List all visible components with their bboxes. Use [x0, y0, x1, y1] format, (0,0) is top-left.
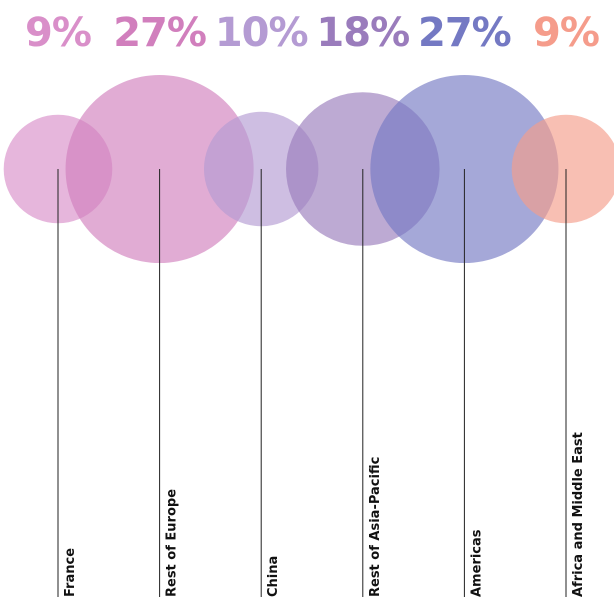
value-label: 9%	[25, 10, 91, 56]
category-label: China	[266, 556, 281, 597]
category-label: Americas	[469, 529, 484, 597]
value-label: 27%	[113, 10, 206, 56]
value-label: 9%	[533, 10, 599, 56]
category-label: Africa and Middle East	[571, 432, 586, 597]
value-label: 18%	[316, 10, 409, 56]
value-label: 27%	[418, 10, 511, 56]
bubble	[511, 114, 614, 224]
bubbles	[3, 74, 614, 264]
category-label: France	[63, 548, 78, 597]
category-label: Rest of Europe	[165, 489, 180, 597]
value-label: 10%	[215, 10, 308, 56]
category-label: Rest of Asia-Pacific	[368, 457, 383, 597]
